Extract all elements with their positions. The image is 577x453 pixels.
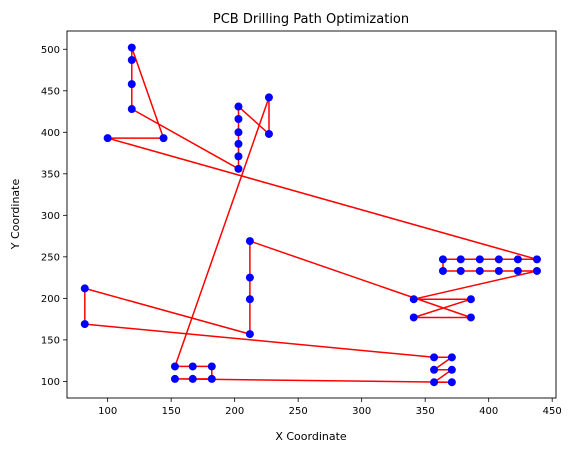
drill-point	[207, 362, 216, 371]
drill-point	[494, 255, 503, 264]
y-tick-label: 250	[41, 252, 60, 263]
x-tick-label: 250	[289, 406, 308, 417]
drill-point	[409, 313, 418, 322]
drill-point	[80, 320, 89, 329]
drill-point	[466, 295, 475, 304]
drill-point	[447, 353, 456, 362]
x-tick-label: 300	[352, 406, 371, 417]
drill-point	[188, 374, 197, 383]
drill-point	[475, 266, 484, 275]
drill-point	[80, 284, 89, 293]
drill-point	[430, 353, 439, 362]
y-tick-label: 300	[41, 211, 60, 222]
drill-point	[245, 273, 254, 282]
drill-point	[430, 378, 439, 387]
drill-point	[430, 365, 439, 374]
drill-point	[127, 80, 136, 89]
drill-point	[159, 134, 168, 143]
x-tick-label: 200	[225, 406, 244, 417]
drill-point	[447, 378, 456, 387]
drill-point	[466, 313, 475, 322]
drill-point	[234, 128, 243, 137]
drill-point	[127, 43, 136, 52]
x-tick-label: 150	[162, 406, 181, 417]
drill-point	[234, 139, 243, 148]
drill-point	[264, 129, 273, 138]
drill-point	[188, 362, 197, 371]
y-tick-label: 350	[41, 169, 60, 180]
drill-point	[494, 266, 503, 275]
drill-point	[475, 255, 484, 264]
drill-point	[234, 164, 243, 173]
drill-point	[234, 102, 243, 111]
drill-point	[456, 266, 465, 275]
y-axis-ticks: 100 150 200 250 300 350 400 450 500	[41, 45, 67, 388]
drill-point	[170, 374, 179, 383]
chart-title: PCB Drilling Path Optimization	[213, 12, 409, 27]
x-tick-label: 400	[479, 406, 498, 417]
drill-path-line	[84, 46, 538, 383]
y-tick-label: 150	[41, 335, 60, 346]
drill-point	[207, 374, 216, 383]
drill-point	[532, 255, 541, 264]
x-tick-label: 350	[416, 406, 435, 417]
plot-area-frame	[66, 30, 557, 399]
drill-point	[438, 255, 447, 264]
y-tick-label: 450	[41, 86, 60, 97]
drill-point	[127, 56, 136, 65]
drill-path	[84, 46, 538, 383]
drill-point	[264, 93, 273, 102]
drill-point	[513, 255, 522, 264]
y-tick-label: 200	[41, 294, 60, 305]
x-axis-title: X Coordinate	[275, 430, 347, 443]
drill-point	[409, 295, 418, 304]
drill-point	[245, 237, 254, 246]
x-tick-label: 100	[98, 406, 117, 417]
y-tick-label: 100	[41, 377, 60, 388]
drill-point	[234, 152, 243, 161]
y-tick-label: 400	[41, 128, 60, 139]
y-tick-label: 500	[41, 45, 60, 56]
drill-point	[532, 266, 541, 275]
drill-point	[245, 330, 254, 339]
x-axis-ticks: 100 150 200 250 300 350 400 450	[98, 398, 562, 417]
drill-point	[170, 362, 179, 371]
drill-point	[127, 105, 136, 114]
drill-point	[245, 295, 254, 304]
x-tick-label: 450	[543, 406, 562, 417]
drill-point	[456, 255, 465, 264]
drill-point	[234, 115, 243, 124]
drill-point	[438, 266, 447, 275]
drill-point	[513, 266, 522, 275]
drill-points	[80, 43, 541, 387]
drill-point	[103, 134, 112, 143]
drill-point	[447, 365, 456, 374]
y-axis-title: Y Coordinate	[9, 179, 22, 251]
